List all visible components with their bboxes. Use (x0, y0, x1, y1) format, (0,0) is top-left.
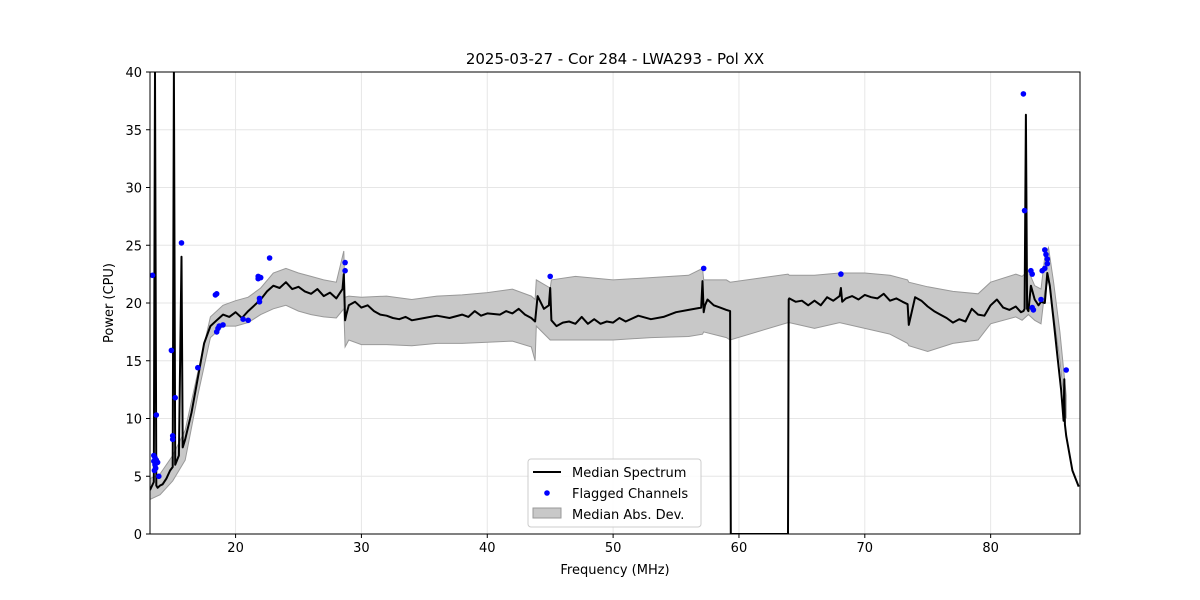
legend-box (527, 458, 702, 528)
median-spectrum-line (150, 72, 1080, 534)
x-tick-label: 80 (982, 541, 999, 556)
y-tick-label: 5 (134, 470, 142, 485)
median-abs-dev-band (150, 245, 1067, 500)
flagged-channel-point (1030, 307, 1037, 313)
x-tick-label: 70 (857, 541, 874, 556)
legend: Median Spectrum Flagged Channels Median … (527, 458, 702, 528)
x-tick-label: 50 (605, 541, 622, 556)
flagged-channel-point (1029, 271, 1035, 277)
flagged-channel-point (240, 316, 246, 323)
x-axis: 20 30 40 50 60 70 80 (227, 534, 999, 556)
flagged-channel-point (1044, 256, 1051, 262)
legend-flagged-dot-swatch (544, 490, 550, 496)
legend-mad-label: Median Abs. Dev. (572, 508, 684, 523)
flagged-channel-point (1021, 207, 1028, 214)
flagged-channel-point (178, 240, 185, 246)
flagged-channel-point (700, 265, 707, 272)
y-tick-label: 10 (125, 413, 142, 428)
y-tick-label: 35 (125, 124, 142, 139)
x-tick-label: 60 (731, 541, 748, 556)
flagged-channel-point (154, 459, 161, 466)
y-axis-label: Power (CPU) (102, 263, 117, 343)
flagged-channel-point (245, 317, 251, 324)
x-tick-label: 40 (479, 541, 496, 556)
x-tick-label: 20 (227, 541, 244, 556)
x-axis-label: Frequency (MHz) (560, 563, 669, 578)
flagged-channel-point (342, 267, 348, 274)
y-tick-label: 20 (125, 297, 142, 312)
flagged-channel-point (1042, 265, 1048, 272)
flagged-channel-point (1043, 251, 1049, 258)
flagged-channel-point (172, 394, 178, 401)
flagged-channel-point (547, 273, 553, 280)
legend-flagged-label: Flagged Channels (572, 487, 688, 502)
y-tick-label: 25 (125, 239, 142, 254)
flagged-channel-point (266, 255, 273, 261)
flagged-channel-point (257, 274, 264, 281)
flagged-channel-point (256, 295, 263, 302)
flagged-channel-point (1042, 247, 1048, 253)
flagged-channel-point (220, 322, 226, 328)
legend-mad-fill-swatch (532, 507, 562, 519)
y-axis: 0 5 10 15 20 25 30 35 40 (125, 66, 150, 543)
flagged-channel-point (169, 436, 176, 443)
flagged-channel-point (168, 347, 175, 354)
flagged-channel-point (156, 473, 162, 480)
flagged-channel-point (1063, 367, 1069, 373)
legend-median-label: Median Spectrum (572, 466, 686, 481)
chart-title: 2025-03-27 - Cor 284 - LWA293 - Pol XX (466, 50, 764, 68)
flagged-channel-point (838, 271, 844, 277)
flagged-channels (150, 91, 1069, 480)
y-tick-label: 30 (125, 182, 142, 197)
flagged-channel-point (153, 412, 160, 418)
y-tick-label: 40 (125, 66, 142, 81)
flagged-channel-point (152, 465, 159, 472)
flagged-channel-point (150, 272, 156, 279)
flagged-channel-point (195, 364, 201, 371)
flagged-channel-point (1038, 296, 1044, 303)
y-tick-label: 0 (134, 528, 142, 543)
flagged-channel-point (342, 259, 348, 266)
y-tick-label: 15 (125, 355, 142, 370)
flagged-channel-point (213, 291, 220, 297)
flagged-channel-point (1020, 91, 1027, 97)
x-tick-label: 30 (353, 541, 370, 556)
flagged-channel-point (1044, 260, 1051, 267)
